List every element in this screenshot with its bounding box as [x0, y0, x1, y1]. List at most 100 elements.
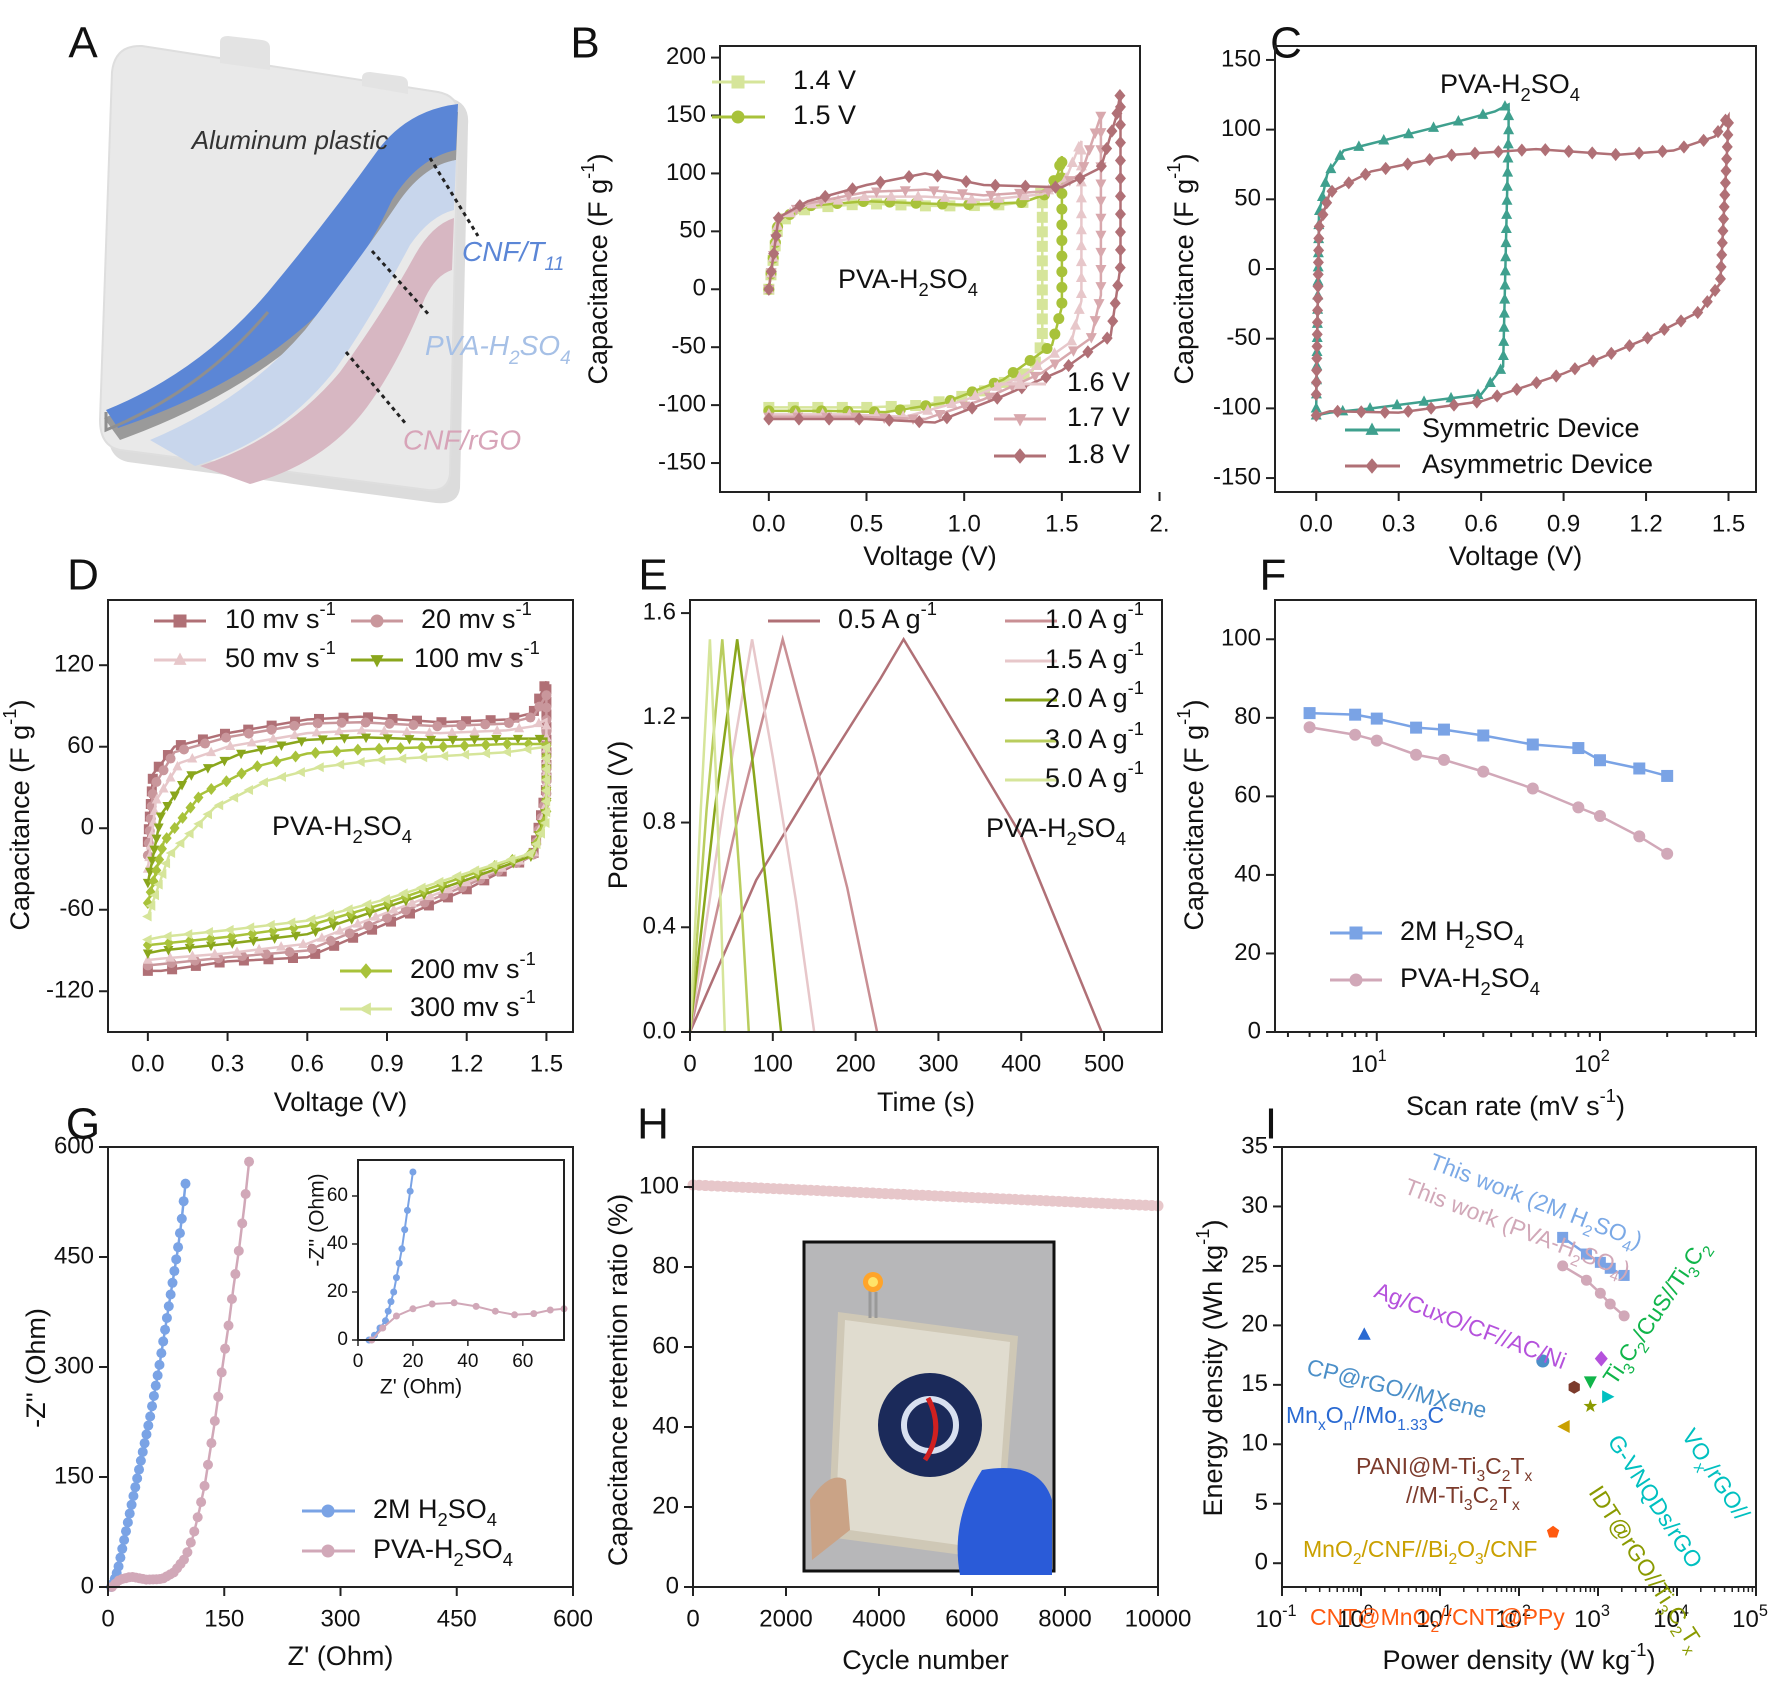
text-part: PVA-H	[373, 1534, 454, 1564]
cv-point	[1498, 335, 1510, 346]
cv-point	[408, 719, 419, 730]
inset-point	[387, 1298, 395, 1306]
cv-point	[256, 745, 267, 756]
text-part: -1	[577, 163, 598, 179]
cv-point	[1379, 405, 1391, 419]
legend-label: 1.8 V	[1067, 439, 1130, 469]
eis-point	[213, 1391, 224, 1402]
text-part: //Mo	[1352, 1402, 1397, 1428]
cv-point	[1095, 159, 1107, 173]
cv-point	[1036, 327, 1048, 339]
cv-point	[352, 743, 363, 756]
cv-point	[1587, 354, 1599, 368]
cv-point	[540, 742, 551, 753]
legend-label: 300 mv s-1	[410, 986, 536, 1022]
eis-point	[143, 1420, 154, 1431]
axes-frame-H	[692, 1146, 1159, 1588]
cv-point	[1499, 293, 1511, 304]
cv-point	[932, 169, 944, 183]
eis-point	[137, 1446, 148, 1457]
cv-point	[1492, 145, 1504, 159]
legend-label: 200 mv s-1	[410, 948, 536, 984]
logo-disc	[878, 1373, 982, 1477]
cv-point	[165, 952, 176, 962]
y-tick-label: -150	[1213, 463, 1261, 490]
cv-point	[289, 729, 300, 740]
cv-point	[1359, 167, 1371, 181]
cv-point	[142, 934, 152, 945]
photo-frame	[802, 1240, 1056, 1573]
ragone-point	[1618, 1269, 1630, 1281]
text-part: 0	[1364, 1602, 1373, 1620]
inset-y-tick-label: 0	[337, 1329, 348, 1350]
text-part: 4	[503, 1549, 513, 1570]
cv-point	[853, 412, 865, 426]
cv-point	[521, 744, 532, 755]
cv-point	[205, 932, 216, 945]
cv-point	[1114, 171, 1126, 185]
x-tick-label: 600	[553, 1605, 593, 1632]
cv-point	[145, 900, 156, 911]
cv-point	[1709, 283, 1721, 297]
text-part: -1	[1163, 163, 1184, 179]
y-tick-label: 0	[1248, 254, 1261, 281]
eis-point	[189, 1526, 200, 1537]
legend-marker	[1349, 926, 1363, 940]
x-tick-label: 1.2	[450, 1050, 483, 1077]
text-part: 11	[544, 254, 564, 275]
x-tick-label: 105	[1732, 1602, 1768, 1633]
x-tick-label: 103	[1574, 1602, 1610, 1633]
text-part: Energy density (Wh kg	[1198, 1245, 1228, 1517]
cv-point	[1719, 188, 1731, 202]
rate-point	[1370, 712, 1383, 725]
text-part: 2	[454, 1549, 464, 1570]
legend-label: 2.0 A g-1	[1045, 677, 1144, 713]
y-tick-label: 150	[666, 101, 706, 128]
cv-point	[794, 199, 806, 213]
cv-point	[1499, 279, 1511, 290]
text-part: -1	[320, 637, 336, 658]
cv-point	[316, 932, 327, 942]
cv-point	[1310, 402, 1322, 413]
cv-point	[539, 818, 550, 829]
eis-point	[160, 1324, 171, 1335]
cv-point	[1500, 236, 1512, 248]
text-part: 2	[1353, 1551, 1362, 1568]
eis-point	[113, 1561, 124, 1572]
cv-point	[1539, 143, 1551, 157]
cv-point	[1073, 303, 1085, 314]
text-part: -1	[1128, 718, 1144, 739]
cv-point	[236, 767, 247, 780]
literature-point	[1536, 1354, 1550, 1368]
cv-point	[416, 882, 426, 893]
cv-point	[1531, 376, 1543, 390]
cv-point	[1312, 291, 1324, 306]
gcd-curve-0	[688, 636, 1103, 1033]
cv-point	[268, 733, 279, 743]
cv-point	[1701, 295, 1713, 309]
legend-marker	[173, 614, 187, 628]
text-part: -1	[1192, 1229, 1213, 1245]
cv-point	[1312, 303, 1324, 318]
cv-point	[182, 929, 193, 940]
x-tick-label: 0.0	[1300, 510, 1333, 537]
cv-point	[424, 727, 435, 737]
cv-point	[285, 917, 296, 928]
text-part: 10	[1574, 1051, 1601, 1078]
cv-point	[1078, 162, 1090, 173]
x-axis-label: Z' (Ohm)	[288, 1641, 394, 1671]
legend-label: 1.5 A g-1	[1045, 638, 1144, 674]
text-part: 2	[438, 1509, 448, 1530]
cv-point	[155, 812, 166, 822]
x-tick-label: 2.	[1150, 510, 1170, 537]
eis-point	[132, 1473, 143, 1484]
cv-point	[1586, 146, 1598, 160]
cv-point	[989, 178, 1001, 192]
cv-point	[426, 735, 437, 746]
y-tick-label: 50	[1234, 185, 1261, 212]
y-axis-label: Capacitance retention ratio (%)	[603, 1194, 633, 1566]
cv-point	[1036, 255, 1048, 267]
text-part: /rGO//	[1699, 1458, 1755, 1525]
label-cnf-t11: CNF/T11	[462, 236, 564, 274]
